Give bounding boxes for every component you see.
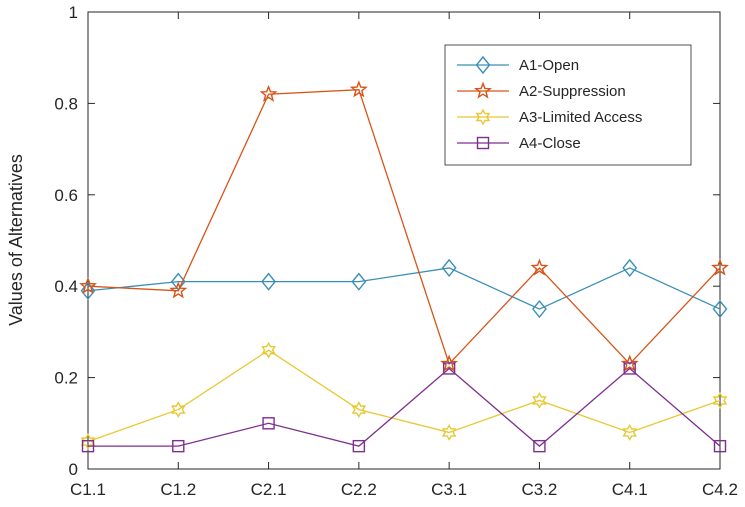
data-point xyxy=(533,439,546,453)
data-point xyxy=(622,258,638,278)
x-tick-label: C4.2 xyxy=(702,480,738,499)
data-point xyxy=(170,401,186,419)
x-tick-label: C4.1 xyxy=(612,480,648,499)
legend-marker xyxy=(476,136,490,150)
legend-marker xyxy=(475,108,491,126)
series-1 xyxy=(80,258,728,319)
legend-label: A4-Close xyxy=(519,135,581,152)
legend-entry: A4-Close xyxy=(457,135,581,152)
x-axis: C1.1 C1.2 C2.1 C2.2 C3.1 C3.2 C4.1 C4.2 xyxy=(70,12,738,499)
data-point xyxy=(712,392,728,409)
legend-label: A3-Limited Access xyxy=(519,109,642,126)
legend-marker xyxy=(474,81,492,99)
data-point xyxy=(620,354,639,372)
data-point xyxy=(352,439,366,453)
data-point xyxy=(622,424,638,441)
series-layer xyxy=(79,80,729,453)
data-point xyxy=(711,258,729,276)
data-point xyxy=(351,401,367,419)
x-tick-label: C3.2 xyxy=(521,480,557,499)
y-axis-label: Values of Alternatives xyxy=(6,154,26,326)
series-3 xyxy=(80,341,728,451)
data-point xyxy=(441,258,457,278)
data-point xyxy=(169,281,188,299)
data-point xyxy=(259,84,278,102)
data-point xyxy=(261,272,276,291)
data-point xyxy=(441,424,457,441)
x-tick-label: C3.1 xyxy=(431,480,467,499)
data-point xyxy=(80,433,96,451)
data-point xyxy=(262,417,275,430)
x-tick-label: C2.1 xyxy=(251,480,287,499)
legend-entry: A1-Open xyxy=(457,55,579,75)
y-tick-label: 0.6 xyxy=(54,186,78,205)
legend-entry: A2-Suppression xyxy=(457,81,626,100)
data-point xyxy=(81,439,95,453)
series-4 xyxy=(81,362,727,453)
y-axis: 0 0.2 0.4 0.6 0.8 1 xyxy=(54,3,720,479)
y-tick-label: 0.2 xyxy=(54,369,78,388)
data-point xyxy=(172,439,185,453)
x-tick-label: C1.2 xyxy=(160,480,196,499)
data-point xyxy=(261,341,276,359)
legend-label: A1-Open xyxy=(519,57,579,74)
series-line xyxy=(87,267,721,310)
data-point xyxy=(442,362,456,375)
data-point xyxy=(351,272,367,291)
y-tick-label: 1 xyxy=(69,3,78,22)
data-point xyxy=(532,392,547,409)
y-tick-label: 0.8 xyxy=(54,94,78,113)
x-tick-label: C1.1 xyxy=(70,480,106,499)
data-point xyxy=(712,299,728,319)
data-point xyxy=(623,362,636,375)
y-tick-label: 0.4 xyxy=(54,277,78,296)
legend: A1-Open A2-Suppression A3-Limited Access A4… xyxy=(444,44,692,166)
data-point xyxy=(532,299,547,319)
data-point xyxy=(440,354,459,372)
series-line xyxy=(88,367,721,448)
data-point xyxy=(79,276,97,294)
legend-entry: A3-Limited Access xyxy=(457,108,642,126)
y-tick-label: 0 xyxy=(69,460,78,479)
data-point xyxy=(349,80,368,98)
series-line xyxy=(87,349,721,443)
series-line xyxy=(87,89,721,366)
x-tick-label: C2.2 xyxy=(341,480,377,499)
legend-label: A2-Suppression xyxy=(519,83,626,100)
data-point xyxy=(80,281,96,300)
legend-marker xyxy=(475,55,491,75)
data-point xyxy=(713,439,727,453)
series-2 xyxy=(79,80,729,372)
data-point xyxy=(530,258,549,276)
